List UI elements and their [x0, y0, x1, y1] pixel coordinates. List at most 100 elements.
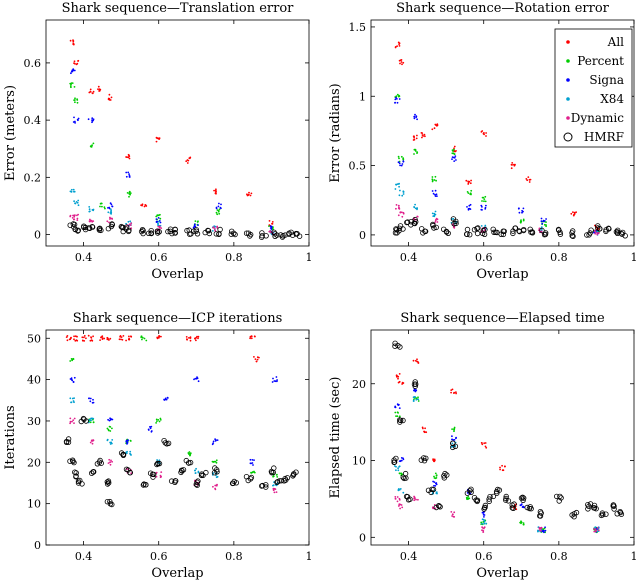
data-point — [416, 207, 418, 210]
data-point — [399, 189, 401, 192]
data-point — [74, 202, 76, 205]
data-point — [396, 415, 399, 418]
data-point — [217, 210, 220, 212]
data-point — [71, 420, 73, 423]
data-point — [435, 179, 437, 182]
data-point — [185, 336, 188, 338]
data-point — [186, 162, 189, 164]
data-point — [399, 211, 402, 214]
x-axis-label: Overlap — [151, 267, 203, 282]
series-all — [65, 334, 260, 363]
plot-frame — [45, 329, 310, 546]
data-point — [97, 88, 99, 91]
data-point — [259, 234, 265, 240]
data-point — [89, 223, 95, 230]
data-point — [129, 224, 132, 227]
series-hmrf — [67, 221, 303, 240]
data-point — [75, 227, 81, 233]
data-point — [220, 203, 222, 206]
data-point — [149, 427, 152, 430]
data-point — [480, 131, 483, 133]
data-point — [498, 231, 504, 237]
data-point — [109, 426, 112, 428]
data-point — [596, 527, 599, 529]
data-point — [92, 90, 95, 93]
data-point — [103, 337, 106, 340]
data-point — [396, 101, 399, 104]
data-point — [401, 163, 404, 165]
data-point — [397, 505, 400, 507]
data-point — [466, 206, 468, 208]
data-point — [128, 176, 131, 178]
data-point — [254, 335, 256, 338]
data-point — [405, 497, 412, 503]
y-tick-label: 0.2 — [24, 171, 42, 184]
data-point — [444, 472, 450, 478]
data-point — [109, 99, 112, 101]
data-point — [594, 526, 597, 529]
data-point — [160, 335, 162, 338]
data-point — [73, 218, 76, 221]
data-point — [397, 41, 400, 44]
y-tick-label: 40 — [27, 374, 41, 387]
data-point — [453, 439, 456, 441]
data-point — [483, 516, 485, 518]
data-point — [434, 472, 437, 475]
data-point — [400, 474, 406, 480]
data-point — [603, 227, 609, 233]
data-point — [510, 163, 513, 166]
data-point — [520, 522, 522, 525]
data-point — [544, 529, 547, 532]
data-point — [394, 46, 397, 48]
data-point — [275, 479, 281, 485]
data-point — [522, 207, 525, 210]
data-point — [414, 203, 416, 206]
data-point — [90, 469, 96, 475]
data-point — [452, 150, 454, 152]
data-point — [108, 419, 111, 422]
data-point — [401, 381, 404, 384]
data-point — [484, 200, 487, 203]
data-point — [89, 220, 91, 223]
x-tick-label: 0.4 — [400, 550, 418, 563]
data-point — [415, 498, 417, 501]
data-point — [129, 450, 132, 453]
data-point — [154, 461, 160, 468]
data-point — [73, 376, 76, 379]
data-point — [167, 228, 173, 234]
data-point — [491, 229, 497, 235]
data-point — [92, 142, 95, 145]
data-point — [194, 472, 197, 474]
data-point — [485, 522, 488, 525]
data-point — [268, 468, 275, 475]
data-point — [251, 459, 254, 461]
data-point — [431, 179, 434, 182]
data-point — [92, 119, 95, 122]
series-all — [394, 41, 600, 232]
data-point — [433, 475, 435, 478]
data-point — [435, 492, 438, 494]
data-point — [501, 464, 503, 467]
data-point — [569, 230, 575, 236]
data-point — [519, 504, 522, 507]
data-point — [276, 476, 279, 478]
data-point — [88, 397, 90, 400]
data-point — [511, 501, 517, 507]
data-point — [188, 157, 191, 160]
data-point — [145, 339, 148, 342]
data-point — [423, 430, 425, 433]
data-point — [481, 196, 484, 199]
data-point — [398, 95, 401, 98]
data-point — [522, 522, 525, 524]
data-point — [398, 403, 400, 406]
data-point — [618, 230, 625, 237]
data-point — [451, 152, 454, 155]
data-point — [71, 359, 74, 361]
data-point — [527, 176, 530, 179]
legend-label-percent: Percent — [577, 54, 624, 68]
data-point — [88, 470, 95, 476]
data-point — [615, 227, 621, 233]
data-point — [106, 439, 109, 442]
data-point — [416, 360, 418, 363]
data-point — [72, 40, 75, 42]
